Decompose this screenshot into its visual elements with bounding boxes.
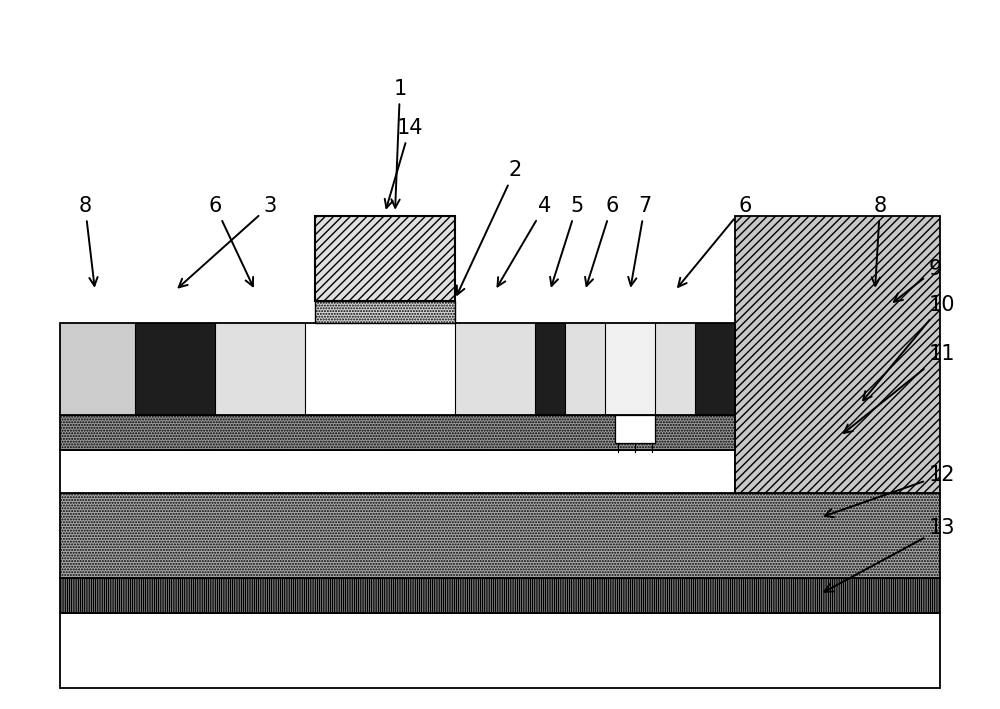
Bar [135,323,215,415]
Bar [60,450,735,493]
Bar [60,415,735,450]
Bar [605,323,655,415]
Text: 9: 9 [894,259,942,302]
Text: 10: 10 [863,295,955,401]
Text: 3: 3 [179,196,277,287]
Text: 7: 7 [628,196,652,286]
Bar [60,613,940,688]
Bar [535,323,565,415]
Bar [60,323,135,415]
Text: 6: 6 [585,196,619,286]
Bar [735,216,940,493]
Bar [305,323,455,415]
Bar [695,323,735,415]
Bar [615,415,655,443]
Bar [565,323,605,415]
Text: 6: 6 [678,196,752,287]
Text: 14: 14 [385,118,423,208]
Bar [455,323,535,415]
Text: 1: 1 [391,79,407,208]
Bar [655,323,695,415]
Text: 6: 6 [208,196,253,286]
Text: 8: 8 [872,196,887,286]
Text: 13: 13 [824,518,955,592]
Text: 2: 2 [457,160,522,295]
Bar [60,323,735,415]
Bar [315,301,455,323]
Text: 4: 4 [498,196,552,286]
Bar [315,216,455,301]
Text: 11: 11 [844,345,955,433]
Bar [215,323,305,415]
Text: 8: 8 [78,196,98,286]
Bar [60,493,940,578]
Text: 5: 5 [550,196,584,286]
Bar [60,578,940,613]
Text: 12: 12 [825,465,955,517]
